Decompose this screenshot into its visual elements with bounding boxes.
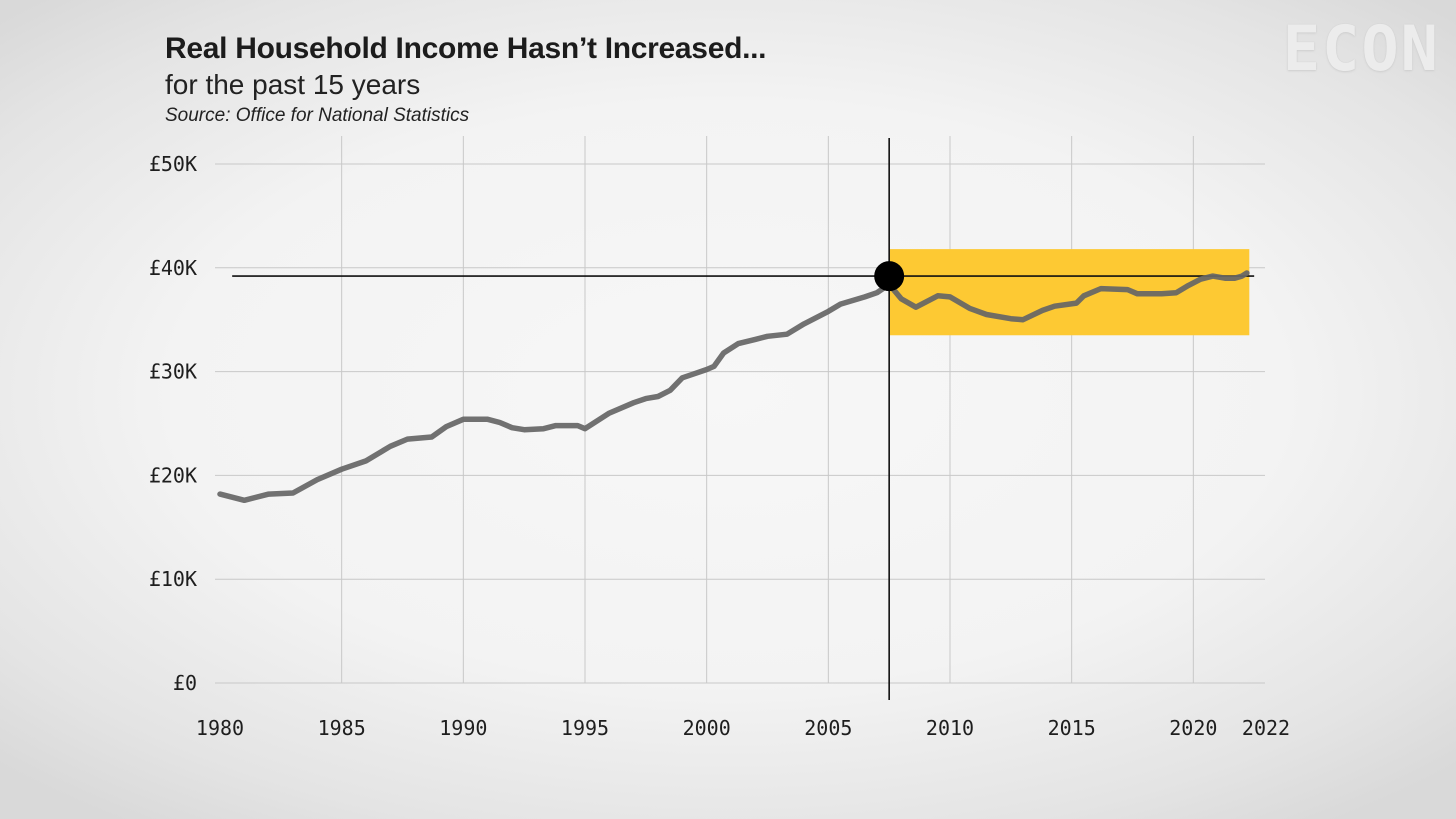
chart-title: Real Household Income Hasn’t Increased..…: [165, 32, 767, 65]
y-tick-label: £30K: [149, 360, 197, 384]
x-tick-label: 1985: [318, 716, 366, 740]
y-tick-label: £0: [173, 671, 197, 695]
highlight-layer: [889, 249, 1250, 336]
x-tick-label: 2022: [1242, 716, 1290, 740]
series-layer: [217, 270, 1250, 504]
y-tick-label: £10K: [149, 567, 197, 591]
x-tick-label: 2015: [1048, 716, 1096, 740]
highlight-box: [889, 249, 1250, 336]
reference-lines: [232, 138, 1255, 700]
chart-source: Source: Office for National Statistics: [165, 105, 470, 126]
chart-grid: [215, 136, 1265, 684]
x-tick-label: 2010: [926, 716, 974, 740]
chart-subtitle: for the past 15 years: [165, 69, 421, 100]
x-tick-label: 2000: [683, 716, 731, 740]
chart-header: Real Household Income Hasn’t Increased..…: [165, 30, 767, 130]
y-tick-label: £50K: [149, 152, 197, 176]
x-tick-label: 1990: [439, 716, 487, 740]
peak-marker: [874, 261, 905, 292]
y-tick-label: £20K: [149, 463, 197, 487]
x-tick-label: 2005: [804, 716, 852, 740]
y-tick-label: £40K: [149, 256, 197, 280]
x-axis-ticks: 1980 1985 1990 1995 2000 2005 2010 2015 2020 2022: [196, 716, 1290, 740]
x-tick-label: 2020: [1169, 716, 1217, 740]
income-series-line: [217, 270, 1250, 504]
marker-layer: [874, 261, 905, 292]
econ-logo: ECON: [1282, 12, 1440, 85]
x-tick-label: 1995: [561, 716, 609, 740]
x-tick-label: 1980: [196, 716, 244, 740]
y-axis-ticks: £0 £10K £20K £30K £40K £50K: [149, 152, 197, 695]
